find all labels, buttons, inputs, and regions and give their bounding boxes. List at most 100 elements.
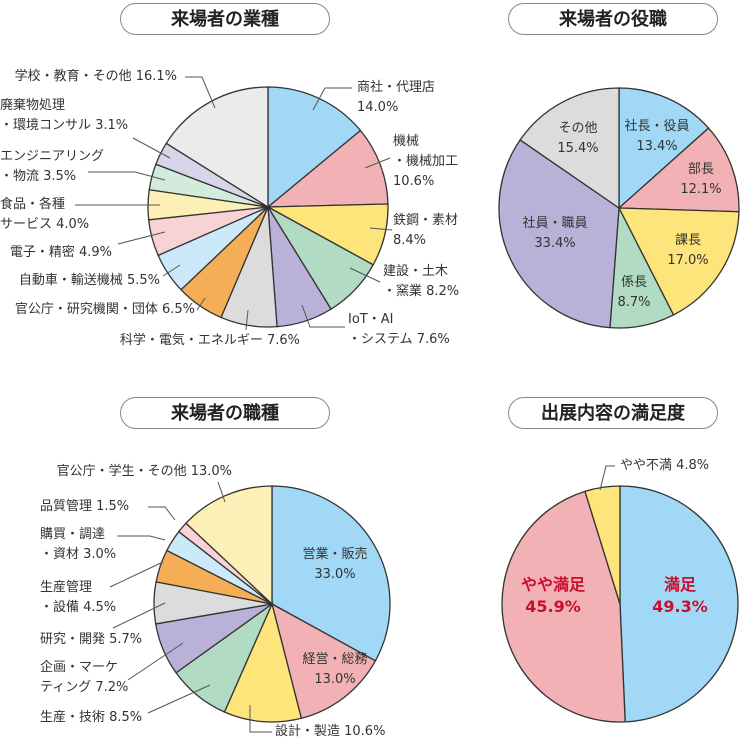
slice-label-line: 部長 [687,162,714,177]
slice-label-line: 設計・製造 10.6% [275,724,386,739]
slice-label-line: 研究・開発 5.7% [40,632,143,647]
slice-label: 科学・電気・エネルギー 7.6% [120,331,300,351]
pie-slice [519,87,620,210]
slice-label: 設計・製造 10.6% [275,722,385,740]
slice-label-line: 8.4% [393,233,427,248]
pie-slice [501,490,626,723]
slice-label-line: 食品・各種 [0,197,66,212]
slice-label: 機械 ・機械加工 10.6% [393,132,458,192]
slice-label-line: 17.0% [667,253,709,268]
slice-label-line: 8.7% [617,295,651,310]
slice-label: エンジニアリング ・物流 3.5% [0,147,104,187]
slice-label: やや満足 45.9% [521,574,585,618]
slice-label-line: 13.4% [636,139,678,154]
pie-slice [185,485,273,606]
slice-label-line: 係長 [620,275,647,290]
slice-label-line: 科学・電気・エネルギー 7.6% [119,333,300,348]
slice-label-line: 営業・販売 [302,547,368,562]
leader-line [185,76,216,109]
slice-label-line: 満足 [663,575,697,594]
leader-line [117,231,166,245]
slice-label: 鉄鋼・素材 8.4% [393,211,458,251]
slice-label-line: 49.3% [652,597,708,616]
slice-label: 品質管理 1.5% [40,497,129,517]
leader-line [312,87,352,111]
leader-line [162,264,181,277]
slice-label-line: やや満足 [520,575,586,594]
slice-label: 購買・調達・資材 3.0% [40,525,116,565]
slice-label-line: 33.4% [534,236,576,251]
leader-line [196,297,206,311]
slice-label-line: 鉄鋼・素材 [393,213,459,228]
pie-slice [270,602,377,720]
chart-title: 来場者の業種 [120,3,330,35]
slice-label: 廃棄物処理・環境コンサル 3.1% [0,96,128,136]
leader-line [109,561,164,588]
slice-label-line: 12.1% [680,182,722,197]
leader-line [249,705,272,733]
slice-label-line: 経営・総務 [302,652,368,667]
slice-label-line: 自動車・輸送機械 5.5% [18,273,160,288]
slice-label: 生産管理・設備 4.5% [40,578,116,618]
slice-label-line: 課長 [674,233,701,248]
slice-label-line: 14.0% [357,100,399,115]
slice-label: 自動車・輸送機械 5.5% [19,271,160,291]
slice-label-line: 10.6% [393,174,435,189]
slice-label: 建設・土木 ・窯業 8.2% [383,262,459,302]
slice-label: 満足 49.3% [652,574,708,618]
leader-line [148,506,176,521]
slice-label: 係長 8.7% [617,273,650,313]
slice-label-line: 官公庁・学生・その他 13.0% [56,464,232,479]
pie-slice [165,86,269,209]
slice-label-line: 13.0% [314,672,356,687]
leader-line [147,684,211,714]
slice-label-line: 45.9% [525,597,581,616]
slice-label-line: 社員・職員 [522,216,588,231]
leader-line [349,267,381,283]
pie-slice [617,207,740,316]
slice-label-line: 社長・役員 [624,119,690,134]
slice-label-line: 企画・マーケ [40,660,119,675]
slice-label: その他 15.4% [557,119,598,159]
slice-label: 課長 17.0% [667,231,708,271]
slice-label-line: その他 [558,121,598,136]
slice-label: 学校・教育・その他 16.1% [15,67,177,87]
pie-slice [619,485,739,723]
slice-label-line: ティング 7.2% [40,680,129,695]
slice-label-line: 建設・土木 [383,264,449,279]
slice-label: 社員・職員 33.4% [522,214,587,254]
slice-label-line: IoT・AI [348,312,394,327]
leader-line [132,137,171,159]
leader-line [88,171,166,181]
slice-label-line: 購買・調達 [40,527,106,542]
slice-label-line: ・システム 7.6% [348,332,450,347]
slice-label: IoT・AI ・システム 7.6% [348,310,450,350]
slice-label-line: ・環境コンサル 3.1% [0,118,129,133]
slice-label-line: 廃棄物処理 [0,98,66,113]
slice-label-line: ・設備 4.5% [40,600,117,615]
pie-slice [223,602,303,723]
pie-slice [617,127,740,213]
leader-line [127,642,184,681]
slice-label: 官公庁・研究機関・団体 6.5% [15,300,195,320]
leader-line [301,304,345,328]
slice-label-line: ・資材 3.0% [40,547,117,562]
slice-label-line: 生産管理 [40,580,93,595]
slice-label-line: エンジニアリング [0,149,105,164]
slice-label: 企画・マーケ ティング 7.2% [40,658,128,698]
leader-line [245,309,249,331]
pie-slice [618,87,710,210]
slice-label-line: 官公庁・研究機関・団体 6.5% [14,302,195,317]
slice-label: 部長 12.1% [680,160,721,200]
slice-label-line: 電子・精密 4.9% [9,245,112,260]
chart-title: 来場者の職種 [120,397,330,429]
slice-label: 電子・精密 4.9% [10,243,112,263]
slice-label: 官公庁・学生・その他 13.0% [57,462,232,482]
slice-label: 経営・総務 13.0% [302,650,367,690]
slice-label-line: 生産・技術 8.5% [40,710,143,725]
slice-label: 営業・販売 33.0% [302,545,367,585]
slice-label: 研究・開発 5.7% [40,630,142,650]
slice-label-line: 品質管理 1.5% [40,499,130,514]
leader-line [369,227,393,231]
